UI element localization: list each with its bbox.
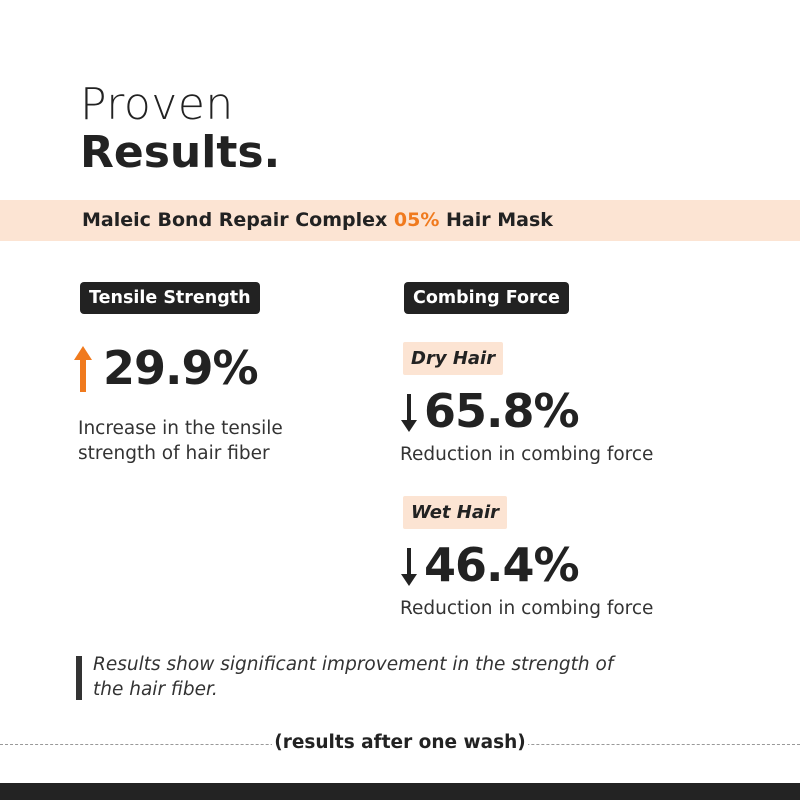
summary-quote: Results show significant improvement in … xyxy=(93,652,713,702)
product-name: Maleic Bond Repair Complex 05% Hair Mask xyxy=(82,209,553,231)
product-name-end: Hair Mask xyxy=(439,209,553,231)
tensile-strength-label: Tensile Strength xyxy=(80,282,260,314)
heading-line2: Results. xyxy=(80,127,281,178)
quote-line1: Results show significant improvement in … xyxy=(93,654,614,675)
bottom-bar xyxy=(0,783,800,800)
heading-line1: Proven xyxy=(80,79,234,130)
combing-force-label: Combing Force xyxy=(404,282,569,314)
quote-line2: the hair fiber. xyxy=(93,679,218,700)
tensile-description-line1: Increase in the tensile xyxy=(78,418,283,439)
product-name-start: Maleic Bond Repair Complex xyxy=(82,209,394,231)
arrow-down-icon xyxy=(398,544,420,592)
product-band xyxy=(0,200,800,241)
footnote-text: (results after one wash) xyxy=(272,732,528,753)
arrow-down-icon xyxy=(398,390,420,438)
quote-bar xyxy=(76,656,82,700)
dry-hair-description: Reduction in combing force xyxy=(400,444,654,465)
wet-hair-label: Wet Hair xyxy=(403,496,508,529)
tensile-description: Increase in the tensile strength of hair … xyxy=(78,416,283,466)
product-concentration: 05% xyxy=(393,209,440,231)
footnote: (results after one wash) xyxy=(0,732,800,753)
wet-hair-description: Reduction in combing force xyxy=(400,598,654,619)
dry-hair-label: Dry Hair xyxy=(403,342,504,375)
tensile-description-line2: strength of hair fiber xyxy=(78,443,270,464)
wet-hair-value: 46.4% xyxy=(424,538,580,592)
tensile-value: 29.9% xyxy=(103,341,259,395)
dry-hair-value: 65.8% xyxy=(424,384,580,438)
arrow-up-icon xyxy=(72,344,94,398)
